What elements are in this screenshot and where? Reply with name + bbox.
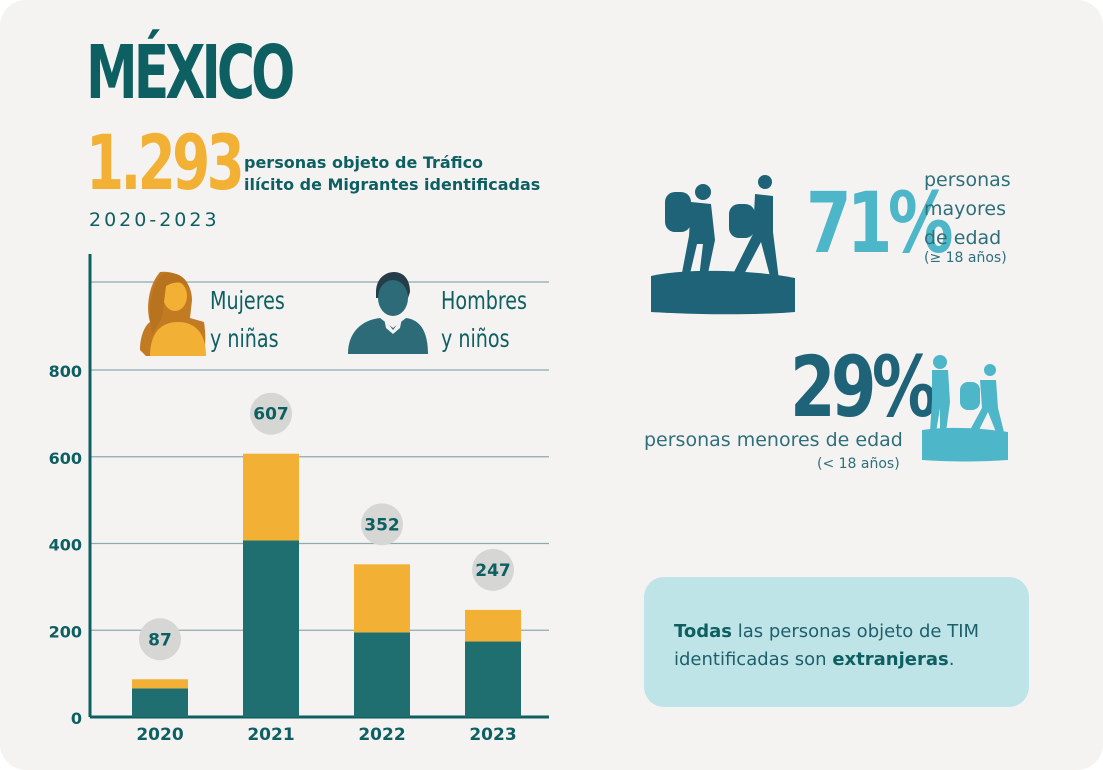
total-label: 87 [148, 630, 172, 650]
note-bold-foreigners: extranjeras [832, 649, 949, 670]
legend-women: Mujeres y niñas [210, 282, 338, 358]
x-tick-label: 2022 [358, 725, 405, 745]
adults-sub: (≥ 18 años) [924, 250, 1007, 266]
bar-segment-women [465, 609, 521, 642]
adults-percent: 71% [806, 174, 953, 272]
stacked-bar-chart: 0 200 400 600 800 87 2020 607 2021 352 2022 247 202… [49, 254, 549, 745]
total-bubble [139, 618, 181, 661]
x-tick-label: 2023 [469, 725, 516, 745]
total-bubble [250, 392, 292, 435]
y-tick-label: 0 [71, 709, 82, 728]
total-label: 352 [364, 515, 400, 535]
total-count: 1.293 [86, 118, 245, 207]
page-title: MÉXICO [86, 30, 295, 116]
legend-women-line1: Mujeres [210, 286, 285, 315]
y-tick-label: 400 [49, 536, 82, 555]
x-tick-label: 2020 [136, 725, 183, 745]
legend-women-line2: y niñas [210, 324, 279, 353]
bar-segment-women [354, 564, 410, 633]
period-label: 2020-2023 [89, 209, 220, 231]
total-caption-line1: personas objeto de Tráfico [244, 153, 484, 172]
bar-segment-women [132, 679, 188, 689]
legend-men-line1: Hombres [441, 286, 527, 315]
minor-hikers-icon [922, 355, 1008, 462]
man-icon [348, 272, 428, 354]
y-tick-label: 600 [49, 449, 82, 468]
adult-hikers-icon [651, 175, 795, 315]
bar-segment-women [243, 453, 299, 541]
adults-text: personas mayores de edad [924, 166, 1011, 253]
legend-men: Hombres y niños [441, 282, 569, 358]
minors-sub: (< 18 años) [817, 456, 900, 472]
note-text-part2: . [948, 649, 955, 670]
total-label: 607 [253, 405, 289, 425]
minors-line1: personas menores de edad [644, 429, 903, 451]
woman-icon [140, 271, 206, 356]
adults-line2: mayores [924, 198, 1007, 220]
total-caption-line2: ilícito de Migrantes identificadas [244, 175, 541, 194]
note-box [644, 577, 1029, 707]
note-bold-all: Todas [674, 621, 732, 642]
bar-segment-men [354, 632, 410, 717]
adults-line1: personas [924, 169, 1011, 191]
adults-line3: de edad [924, 227, 1002, 249]
total-label: 247 [475, 561, 511, 581]
y-tick-label: 800 [49, 362, 82, 381]
note-text-part1: las personas objeto de TIM identificadas… [674, 621, 980, 670]
x-tick-label: 2021 [247, 725, 294, 745]
note-text: Todas las personas objeto de TIM identif… [674, 618, 1014, 674]
bar-segment-men [243, 540, 299, 717]
total-bubble [472, 548, 514, 591]
bar-segment-men [465, 641, 521, 717]
legend-men-line2: y niños [441, 324, 510, 353]
bar-segment-men [132, 688, 188, 717]
total-caption: personas objeto de Tráfico ilícito de Mi… [244, 152, 554, 196]
total-bubble [361, 503, 403, 546]
minors-percent: 29% [790, 338, 937, 436]
y-tick-label: 200 [49, 622, 82, 641]
